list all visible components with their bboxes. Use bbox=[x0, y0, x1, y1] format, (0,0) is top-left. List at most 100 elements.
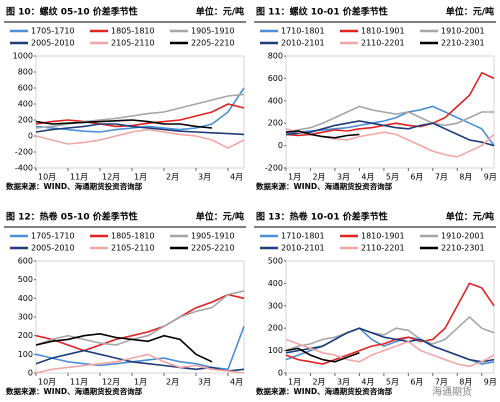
x-tick-label: 5月 bbox=[386, 378, 399, 387]
series-line bbox=[285, 338, 495, 368]
y-tick-label: -200 bbox=[265, 164, 283, 173]
unit-label: 单位：元/吨 bbox=[196, 6, 244, 18]
x-tick-label: 3月 bbox=[337, 378, 350, 387]
x-tick-label: 4月 bbox=[230, 173, 243, 182]
series-line bbox=[35, 353, 245, 374]
x-tick-label: 2月 bbox=[312, 378, 325, 387]
y-tick-label: 200 bbox=[268, 324, 283, 333]
y-tick-label: -200 bbox=[15, 148, 33, 157]
x-tick-label: 2月 bbox=[166, 173, 179, 182]
legend-label: 1810-1901 bbox=[361, 232, 405, 241]
legend-label: 2010-2101 bbox=[281, 39, 325, 48]
y-tick-label: 400 bbox=[18, 294, 33, 303]
legend-label: 2110-2201 bbox=[361, 244, 405, 253]
series-line bbox=[35, 326, 245, 371]
series-line bbox=[285, 327, 495, 365]
series-line bbox=[35, 349, 245, 372]
x-tick-label: 1月 bbox=[288, 378, 301, 387]
x-tick-label: 2月 bbox=[312, 173, 325, 182]
legend-label: 2110-2201 bbox=[361, 39, 405, 48]
x-tick-label: 4月 bbox=[361, 173, 374, 182]
legend-label: 1705-1710 bbox=[31, 27, 75, 36]
chart-title: 图 11：螺纹 10-01 价差季节性 bbox=[256, 6, 388, 18]
y-tick-label: 400 bbox=[18, 100, 33, 109]
y-tick-label: 400 bbox=[268, 279, 283, 288]
x-tick-label: 1月 bbox=[134, 173, 147, 182]
chart-title: 图 12：热卷 05-10 价差季节性 bbox=[6, 211, 138, 223]
y-tick-label: 800 bbox=[268, 52, 283, 61]
legend-label: 1810-1901 bbox=[361, 27, 405, 36]
chart-title: 图 13：热卷 10-01 价差季节性 bbox=[256, 211, 388, 223]
series-line bbox=[285, 71, 495, 137]
series-line bbox=[285, 347, 360, 363]
x-tick-label: 4月 bbox=[361, 378, 374, 387]
x-tick-label: 7月 bbox=[435, 173, 448, 182]
plot-frame bbox=[35, 55, 245, 169]
x-tick-label: 8月 bbox=[459, 378, 472, 387]
y-tick-label: 100 bbox=[268, 346, 283, 355]
y-tick-label: -400 bbox=[15, 164, 33, 173]
legend-label: 2105-2110 bbox=[111, 244, 155, 253]
y-tick-label: 600 bbox=[18, 84, 33, 93]
x-tick-label: 12月 bbox=[102, 378, 120, 387]
legend-label: 1710-1801 bbox=[281, 232, 325, 241]
legend-label: 2210-2301 bbox=[441, 39, 485, 48]
y-tick-label: 800 bbox=[18, 68, 33, 77]
legend-label: 2005-2010 bbox=[31, 39, 75, 48]
x-tick-label: 1月 bbox=[288, 173, 301, 182]
x-tick-label: 6月 bbox=[410, 173, 423, 182]
series-line bbox=[285, 130, 360, 139]
y-tick-label: 600 bbox=[18, 257, 33, 266]
series-line bbox=[35, 87, 245, 133]
x-tick-label: 1月 bbox=[134, 378, 147, 387]
source-note: 数据来源：WIND、海通期货投资咨询部 bbox=[256, 181, 393, 191]
series-line bbox=[285, 282, 495, 365]
series-line bbox=[285, 120, 495, 147]
y-tick-label: 200 bbox=[18, 116, 33, 125]
y-tick-label: 300 bbox=[268, 301, 283, 310]
source-note: 数据来源：WIND、海通期货投资咨询部 bbox=[6, 181, 143, 191]
legend-label: 2105-2110 bbox=[111, 39, 155, 48]
source-note: 数据来源：WIND、海通期货投资咨询部 bbox=[6, 386, 143, 396]
unit-label: 单位：元/吨 bbox=[446, 6, 494, 18]
series-line bbox=[285, 315, 495, 352]
source-note: 数据来源：WIND、海通期货投资咨询部 bbox=[256, 386, 393, 396]
y-tick-label: 0 bbox=[28, 369, 33, 378]
legend-label: 1710-1801 bbox=[281, 27, 325, 36]
y-tick-label: 200 bbox=[18, 331, 33, 340]
legend-label: 2010-2101 bbox=[281, 244, 325, 253]
series-line bbox=[35, 332, 213, 363]
series-line bbox=[35, 128, 245, 149]
y-tick-label: 100 bbox=[18, 350, 33, 359]
series-line bbox=[285, 327, 495, 363]
x-tick-label: 11月 bbox=[70, 173, 88, 182]
x-tick-label: 4月 bbox=[230, 378, 243, 387]
legend-label: 1905-1910 bbox=[191, 27, 235, 36]
series-line bbox=[35, 290, 245, 346]
x-tick-label: 5月 bbox=[386, 173, 399, 182]
x-tick-label: 6月 bbox=[410, 378, 423, 387]
y-tick-label: 0 bbox=[28, 132, 33, 141]
y-tick-label: 400 bbox=[268, 96, 283, 105]
legend-label: 1910-2001 bbox=[441, 232, 485, 241]
x-tick-label: 10月 bbox=[38, 378, 56, 387]
x-tick-label: 11月 bbox=[70, 378, 88, 387]
series-line bbox=[35, 293, 245, 352]
x-tick-label: 7月 bbox=[435, 378, 448, 387]
legend-label: 1705-1710 bbox=[31, 232, 75, 241]
series-line bbox=[35, 119, 213, 129]
unit-label: 单位：元/吨 bbox=[196, 211, 244, 223]
unit-label: 单位：元/吨 bbox=[446, 211, 494, 223]
y-tick-label: 1000 bbox=[13, 52, 33, 61]
series-line bbox=[285, 105, 494, 133]
y-tick-label: 500 bbox=[268, 257, 283, 266]
legend-label: 2005-2010 bbox=[31, 244, 75, 253]
legend-label: 1805-1810 bbox=[111, 232, 155, 241]
watermark: 海通期货 bbox=[432, 385, 472, 398]
legend-label: 1905-1910 bbox=[191, 232, 235, 241]
plot-frame bbox=[285, 55, 495, 169]
y-tick-label: 500 bbox=[18, 275, 33, 284]
legend-label: 2210-2301 bbox=[441, 244, 485, 253]
x-tick-label: 2月 bbox=[166, 378, 179, 387]
